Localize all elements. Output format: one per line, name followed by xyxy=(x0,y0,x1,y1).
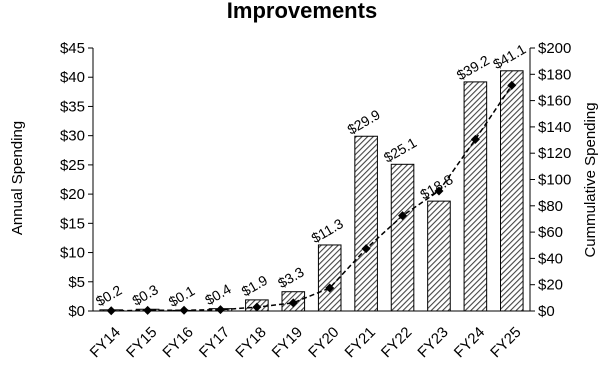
bar-data-label: $41.1 xyxy=(490,41,529,72)
y2-tick-label: $160 xyxy=(538,93,571,110)
y2-tick-label: $80 xyxy=(538,198,563,215)
cumulative-point xyxy=(288,298,298,308)
bar xyxy=(390,163,415,312)
cumulative-point xyxy=(434,186,444,196)
bar xyxy=(500,70,524,312)
cumulative-line xyxy=(111,84,513,312)
cumulative-point xyxy=(325,283,335,293)
x-tick-label: FY20 xyxy=(305,324,342,361)
y2-tick-label: $120 xyxy=(538,145,571,162)
bar-data-label: $29.9 xyxy=(344,106,383,137)
plot-area: $0 $5 $10 $15 $20 $25 $30 $35 $40 $45 $0 $20 $40 $60 $… xyxy=(60,40,571,361)
bar-data-label: $0.3 xyxy=(129,281,161,309)
x-tick-label: FY16 xyxy=(159,324,196,361)
bar xyxy=(354,135,378,312)
bar-data-label: $0.2 xyxy=(93,282,125,310)
y-tick-label: $35 xyxy=(60,98,85,115)
bar-data-label: $11.3 xyxy=(308,215,346,246)
y2-tick-label: $100 xyxy=(538,172,571,189)
x-tick-label: FY21 xyxy=(342,324,379,361)
cumulative-point xyxy=(470,134,480,144)
cumulative-point xyxy=(252,302,262,312)
y-tick-label: $5 xyxy=(68,274,85,291)
cumulative-point xyxy=(507,80,517,90)
cumulative-point xyxy=(215,305,225,315)
bar-data-label: $1.9 xyxy=(239,272,271,300)
bar-data-label: $39.2 xyxy=(454,52,493,83)
y-tick-label: $40 xyxy=(60,69,85,86)
bar xyxy=(463,81,488,312)
y-tick-label: $10 xyxy=(60,245,85,262)
x-tick-label: FY24 xyxy=(451,324,488,361)
y2-tick-label: $200 xyxy=(538,40,571,57)
x-tick-label: FY17 xyxy=(196,324,233,361)
x-tick-label: FY18 xyxy=(232,324,269,361)
bar xyxy=(317,244,342,312)
y2-tick-label: $20 xyxy=(538,277,563,294)
y2-tick-label: $40 xyxy=(538,250,563,267)
y2-axis-label: Cummulative Spending xyxy=(582,102,599,257)
bar-data-label: $0.4 xyxy=(202,280,234,308)
chart-title: Improvements xyxy=(227,0,377,23)
y-tick-label: $45 xyxy=(60,40,85,57)
cumulative-point xyxy=(361,244,371,254)
y2-tick-label: $60 xyxy=(538,224,563,241)
y2-tick-label: $0 xyxy=(538,303,555,320)
bar-data-label: $0.1 xyxy=(166,282,198,310)
y-tick-label: $20 xyxy=(60,186,85,203)
y2-tick-label: $140 xyxy=(538,119,571,136)
x-tick-label: FY14 xyxy=(87,324,124,361)
cumulative-point xyxy=(106,306,116,316)
y-axis-label: Annual Spending xyxy=(9,121,26,235)
x-tick-label: FY22 xyxy=(378,324,415,361)
y-tick-label: $25 xyxy=(60,157,85,174)
y-tick-label: $30 xyxy=(60,128,85,145)
cumulative-point xyxy=(143,305,153,315)
bar-data-label: $25.1 xyxy=(381,134,420,165)
y-tick-label: $15 xyxy=(60,215,85,232)
x-tick-label: FY19 xyxy=(269,324,306,361)
x-tick-label: FY23 xyxy=(414,324,451,361)
cumulative-point xyxy=(179,305,189,315)
y2-tick-label: $180 xyxy=(538,66,571,83)
bar-data-label: $3.3 xyxy=(275,264,307,292)
bar xyxy=(427,200,451,312)
x-tick-label: FY25 xyxy=(487,324,524,361)
x-tick-label: FY15 xyxy=(123,324,160,361)
cumulative-point xyxy=(398,211,408,221)
y-tick-label: $0 xyxy=(68,303,85,320)
